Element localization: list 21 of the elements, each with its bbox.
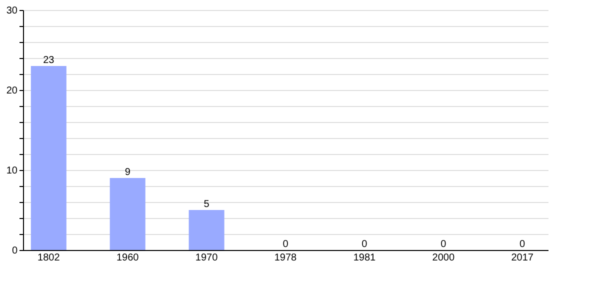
x-tick-label: 2000 (432, 252, 455, 264)
x-tick-label: 1970 (195, 252, 218, 264)
y-tick-label: 0 (12, 246, 18, 256)
y-tick-label: 20 (6, 86, 18, 96)
x-tick-label: 1960 (116, 252, 140, 264)
data-label: 23 (43, 55, 55, 66)
x-tick-label: 1981 (353, 252, 376, 264)
data-label: 0 (520, 239, 526, 250)
y-tick-label: 10 (6, 166, 18, 176)
bar (30, 66, 66, 250)
bar (110, 178, 146, 250)
x-tick-label: 1978 (274, 252, 298, 264)
data-label: 0 (362, 239, 368, 250)
data-label: 0 (282, 239, 289, 250)
data-label: 9 (124, 167, 131, 178)
data-label: 0 (440, 239, 447, 250)
bar (188, 210, 224, 250)
y-tick-label: 30 (6, 6, 18, 16)
x-tick-label: 1802 (38, 252, 60, 264)
x-tick-label: 2017 (511, 252, 534, 264)
data-label: 5 (204, 199, 210, 210)
